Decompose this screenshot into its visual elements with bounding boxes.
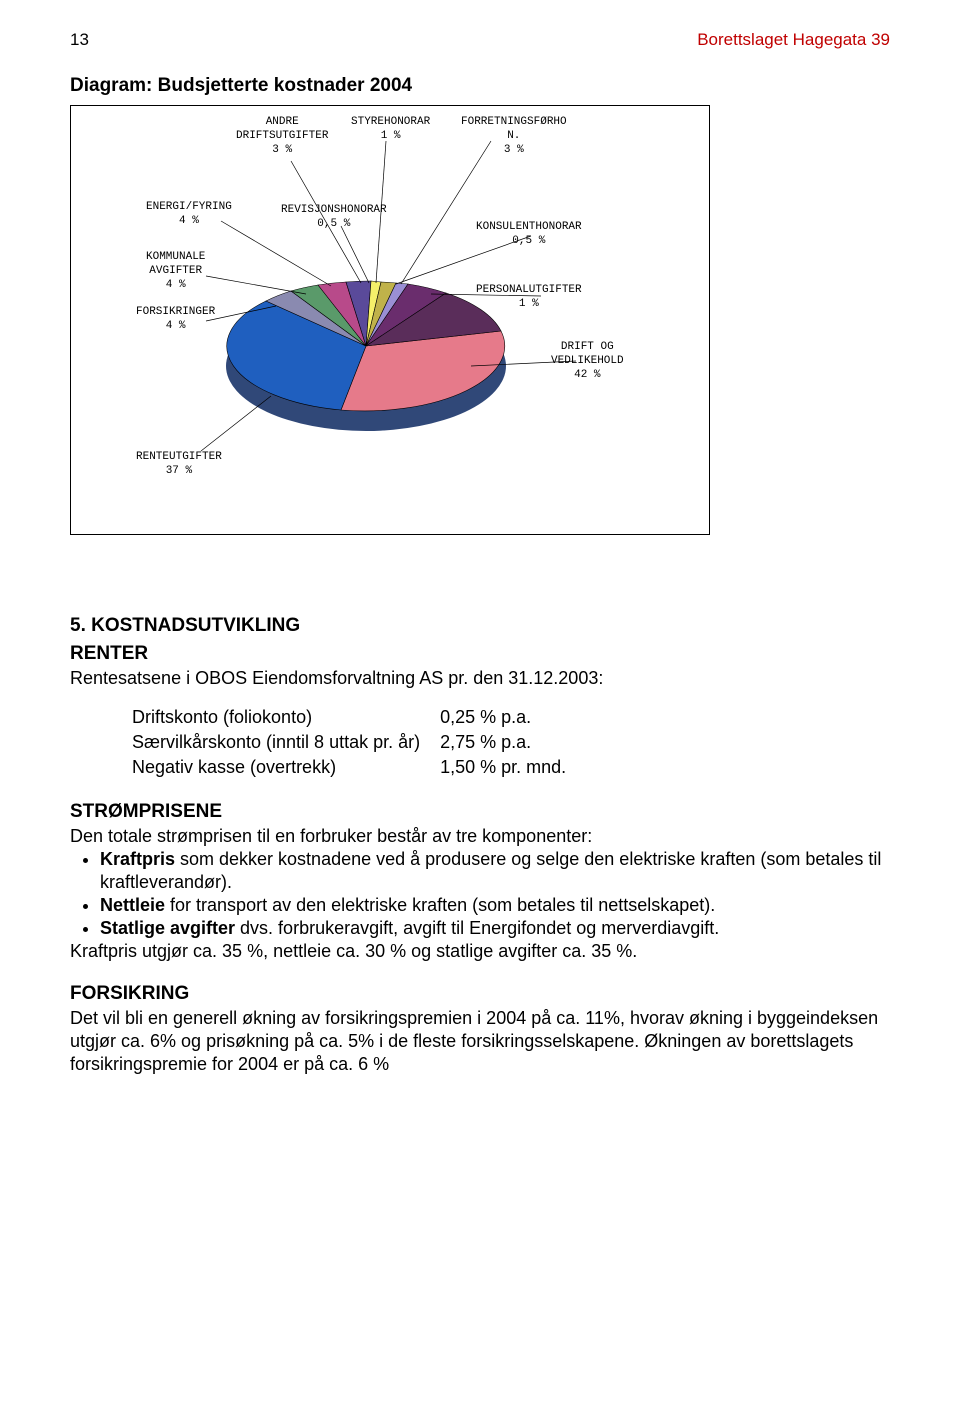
label-personal: PERSONALUTGIFTER 1 %: [476, 284, 582, 312]
list-item: Kraftpris som dekker kostnadene ved å pr…: [100, 848, 890, 894]
table-row: Negativ kasse (overtrekk) 1,50 % pr. mnd…: [132, 756, 566, 779]
rate-label: Negativ kasse (overtrekk): [132, 756, 438, 779]
page-header: 13 Borettslaget Hagegata 39: [70, 30, 890, 50]
renter-heading: RENTER: [70, 643, 890, 665]
label-konsulent: KONSULENTHONORAR 0,5 %: [476, 221, 582, 249]
label-drift: DRIFT OG VEDLIKEHOLD 42 %: [551, 341, 624, 382]
budget-pie-chart: ANDRE DRIFTSUTGIFTER 3 % STYREHONORAR 1 …: [70, 105, 710, 535]
rate-value: 2,75 % p.a.: [440, 731, 566, 754]
doc-title: Borettslaget Hagegata 39: [697, 30, 890, 50]
strom-bullets: Kraftpris som dekker kostnadene ved å pr…: [100, 848, 890, 940]
renter-intro: Rentesatsene i OBOS Eiendomsforvaltning …: [70, 667, 890, 690]
list-item: Statlige avgifter dvs. forbrukeravgift, …: [100, 917, 890, 940]
label-kommunale: KOMMUNALE AVGIFTER 4 %: [146, 251, 205, 292]
page-number: 13: [70, 30, 89, 50]
label-andre: ANDRE DRIFTSUTGIFTER 3 %: [236, 116, 328, 157]
table-row: Særvilkårskonto (inntil 8 uttak pr. år) …: [132, 731, 566, 754]
list-item: Nettleie for transport av den elektriske…: [100, 894, 890, 917]
strom-tail: Kraftpris utgjør ca. 35 %, nettleie ca. …: [70, 940, 890, 963]
forsikring-body: Det vil bli en generell økning av forsik…: [70, 1007, 890, 1076]
section-5-heading: 5. KOSTNADSUTVIKLING: [70, 615, 890, 637]
label-rente: RENTEUTGIFTER 37 %: [136, 451, 222, 479]
label-forretn: FORRETNINGSFØRHO N. 3 %: [461, 116, 567, 157]
label-energi: ENERGI/FYRING 4 %: [146, 201, 232, 229]
forsikring-heading: FORSIKRING: [70, 983, 890, 1005]
table-row: Driftskonto (foliokonto) 0,25 % p.a.: [132, 706, 566, 729]
rate-label: Driftskonto (foliokonto): [132, 706, 438, 729]
strom-intro: Den totale strømprisen til en forbruker …: [70, 825, 890, 848]
label-forsikringer: FORSIKRINGER 4 %: [136, 306, 215, 334]
label-styre: STYREHONORAR 1 %: [351, 116, 430, 144]
diagram-title: Diagram: Budsjetterte kostnader 2004: [70, 75, 890, 97]
rate-label: Særvilkårskonto (inntil 8 uttak pr. år): [132, 731, 438, 754]
rate-value: 0,25 % p.a.: [440, 706, 566, 729]
rates-table: Driftskonto (foliokonto) 0,25 % p.a. Sær…: [130, 704, 568, 781]
rate-value: 1,50 % pr. mnd.: [440, 756, 566, 779]
label-revisjon: REVISJONSHONORAR 0,5 %: [281, 204, 387, 232]
strom-heading: STRØMPRISENE: [70, 801, 890, 823]
